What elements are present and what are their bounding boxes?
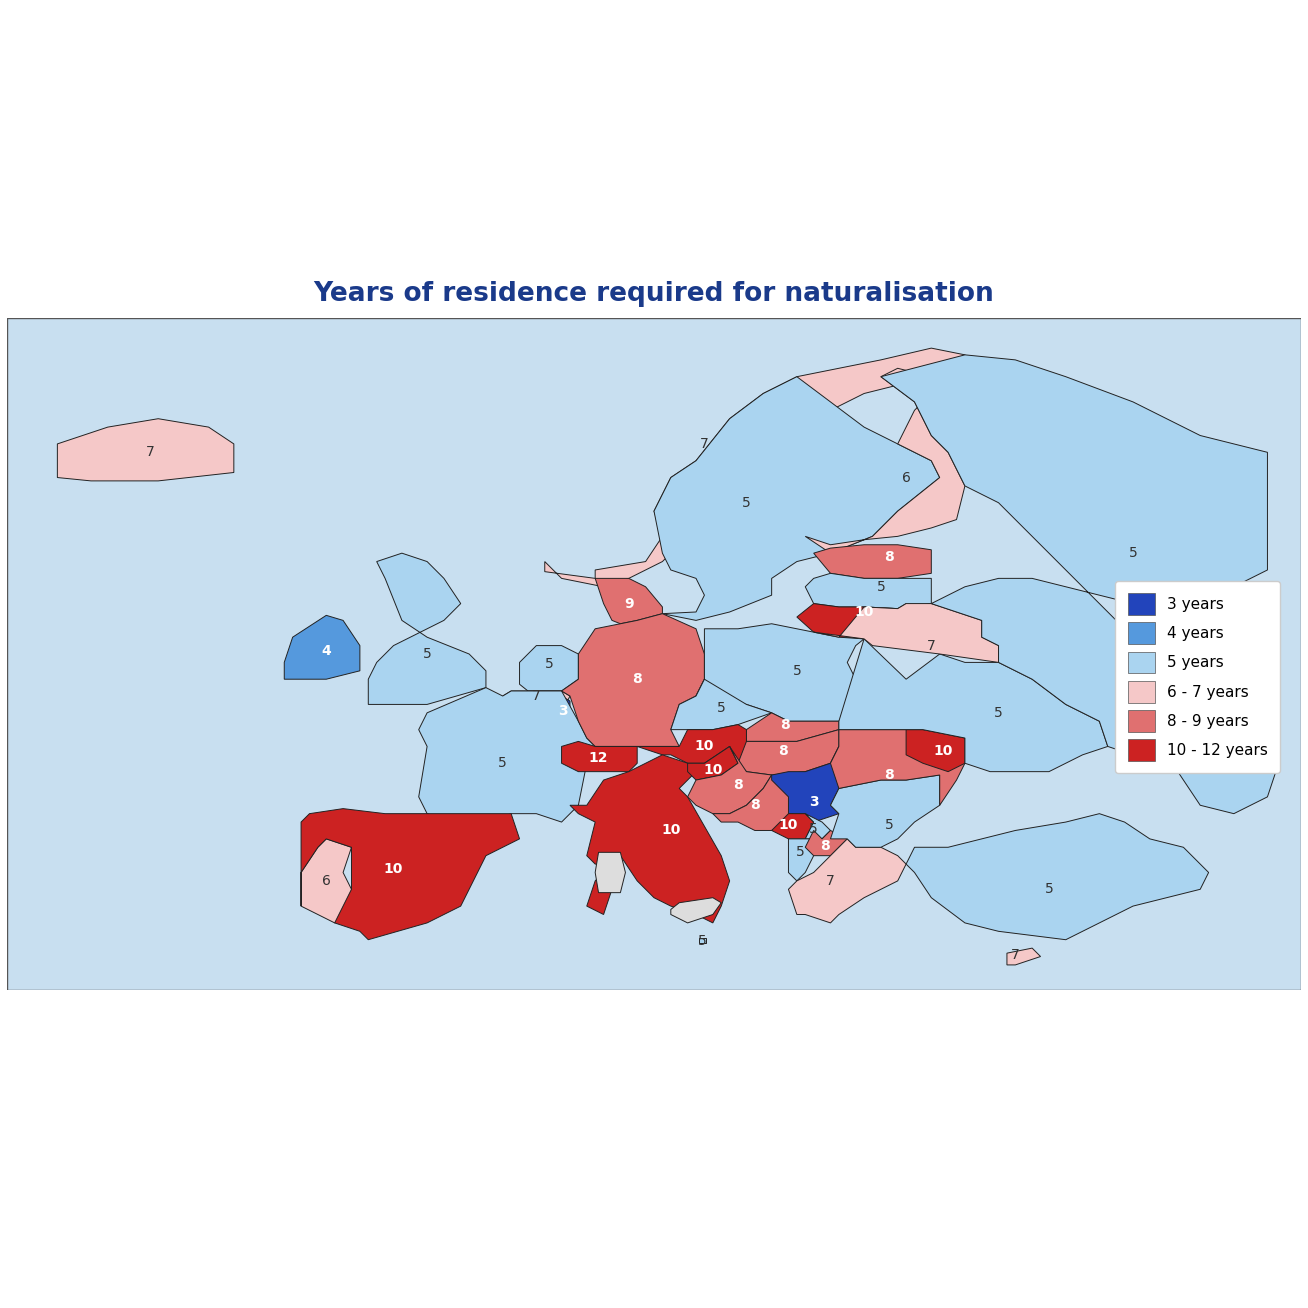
- Polygon shape: [814, 544, 931, 578]
- Text: 12: 12: [589, 751, 608, 765]
- Polygon shape: [570, 755, 730, 923]
- Polygon shape: [814, 603, 998, 662]
- Text: 4: 4: [322, 644, 331, 658]
- Text: 5: 5: [422, 647, 432, 661]
- Polygon shape: [906, 730, 965, 772]
- Polygon shape: [561, 613, 705, 747]
- Polygon shape: [806, 369, 965, 553]
- Text: 7: 7: [532, 689, 540, 702]
- Text: 10: 10: [383, 862, 403, 876]
- Text: 5: 5: [810, 821, 818, 836]
- Text: 8: 8: [778, 744, 789, 759]
- Text: 5: 5: [793, 663, 802, 678]
- Text: 5: 5: [1129, 547, 1138, 560]
- Polygon shape: [58, 419, 234, 481]
- Polygon shape: [519, 646, 578, 691]
- Text: 10: 10: [695, 739, 714, 753]
- Polygon shape: [595, 853, 625, 892]
- Polygon shape: [838, 638, 1108, 772]
- Polygon shape: [806, 573, 931, 608]
- Text: 5: 5: [886, 819, 893, 832]
- Text: 5: 5: [498, 756, 508, 770]
- Polygon shape: [700, 938, 706, 943]
- Text: 10: 10: [934, 744, 952, 759]
- Text: 8: 8: [749, 798, 760, 812]
- Polygon shape: [831, 730, 965, 806]
- Text: 8: 8: [632, 672, 642, 687]
- Polygon shape: [301, 838, 352, 923]
- Polygon shape: [595, 578, 662, 624]
- Polygon shape: [747, 713, 838, 742]
- Text: 5: 5: [876, 579, 886, 594]
- Polygon shape: [797, 603, 906, 638]
- Text: 10: 10: [854, 606, 874, 619]
- Text: 8: 8: [884, 549, 895, 564]
- Text: 7: 7: [827, 874, 835, 888]
- Polygon shape: [671, 897, 721, 923]
- Polygon shape: [654, 377, 939, 620]
- Text: 10: 10: [704, 763, 722, 777]
- Text: 10: 10: [778, 819, 798, 832]
- Polygon shape: [561, 742, 637, 772]
- Text: 5: 5: [994, 706, 1003, 719]
- Polygon shape: [301, 808, 519, 939]
- Polygon shape: [637, 725, 747, 764]
- Polygon shape: [806, 831, 848, 855]
- Polygon shape: [772, 747, 838, 821]
- Text: 6: 6: [901, 471, 910, 484]
- Polygon shape: [906, 814, 1209, 939]
- Text: 5: 5: [1045, 883, 1053, 896]
- Polygon shape: [688, 747, 772, 814]
- Polygon shape: [369, 553, 487, 705]
- Polygon shape: [284, 615, 360, 679]
- Polygon shape: [502, 691, 570, 713]
- Text: 3: 3: [559, 704, 568, 718]
- Text: 5: 5: [795, 845, 804, 859]
- Text: 5: 5: [545, 657, 555, 671]
- Polygon shape: [419, 688, 595, 827]
- Polygon shape: [789, 838, 821, 880]
- Text: 7: 7: [927, 638, 935, 653]
- Polygon shape: [730, 730, 838, 776]
- Text: 8: 8: [820, 838, 831, 853]
- Title: Years of residence required for naturalisation: Years of residence required for naturali…: [314, 281, 994, 307]
- Text: 5: 5: [742, 496, 751, 510]
- Text: 7: 7: [1011, 948, 1020, 961]
- Polygon shape: [544, 348, 973, 587]
- Polygon shape: [688, 747, 738, 780]
- Polygon shape: [789, 838, 906, 923]
- Text: 6: 6: [322, 874, 331, 888]
- Text: 10: 10: [661, 824, 680, 837]
- Text: 7: 7: [145, 445, 154, 459]
- Polygon shape: [671, 679, 772, 730]
- Text: 8: 8: [734, 778, 743, 793]
- Polygon shape: [772, 814, 814, 838]
- Text: 7: 7: [700, 437, 709, 451]
- Text: 8: 8: [780, 718, 790, 731]
- Polygon shape: [696, 624, 865, 721]
- Polygon shape: [1007, 948, 1041, 965]
- Polygon shape: [880, 354, 1275, 814]
- Polygon shape: [556, 696, 570, 714]
- Text: 9: 9: [624, 596, 633, 611]
- Text: 5: 5: [698, 934, 708, 948]
- Polygon shape: [713, 776, 797, 831]
- Text: 8: 8: [884, 768, 895, 782]
- Text: 5: 5: [717, 701, 726, 714]
- Legend: 3 years, 4 years, 5 years, 6 - 7 years, 8 - 9 years, 10 - 12 years: 3 years, 4 years, 5 years, 6 - 7 years, …: [1116, 581, 1281, 773]
- Polygon shape: [806, 814, 831, 838]
- Text: 3: 3: [808, 795, 819, 808]
- Polygon shape: [831, 776, 939, 848]
